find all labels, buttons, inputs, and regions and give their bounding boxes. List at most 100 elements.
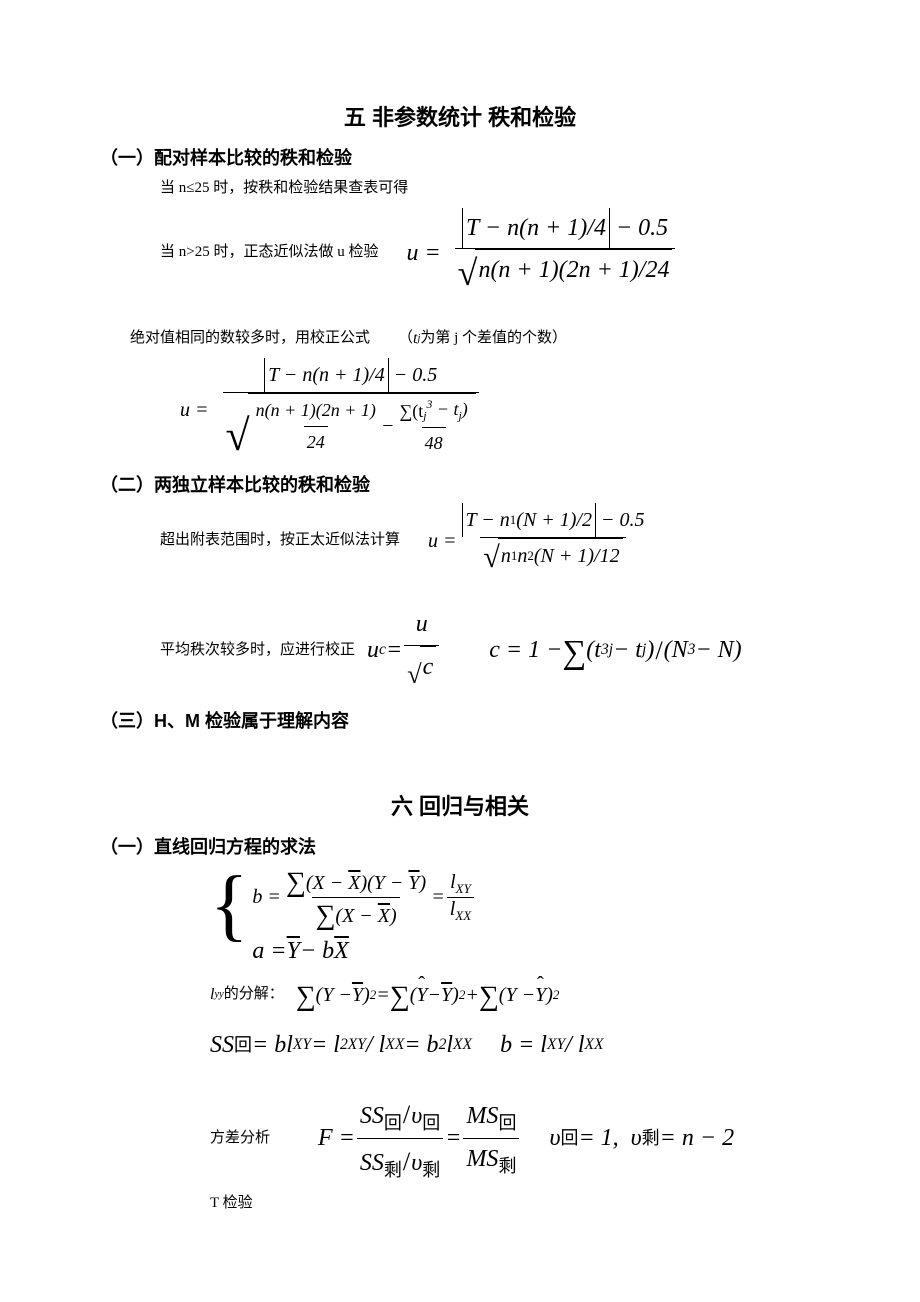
eqb-np1: (X − [306, 872, 348, 894]
nu-val2: = n − 2 [660, 1118, 734, 1159]
note-rest: 为第 j 个差值的个数） [420, 326, 567, 352]
f-d2: MS [466, 1146, 498, 1172]
ss-xx2: XX [453, 1032, 472, 1059]
u2-d2-sub: j [423, 410, 426, 423]
formula-c: c = 1 − ∑(t3j − tj)/(N3 − N) [489, 622, 741, 679]
lyy-b2: Y [441, 978, 452, 1012]
u1-num-tail: − 0.5 [610, 215, 668, 241]
f-d1s: 剩 [384, 1160, 402, 1180]
f-nu1: υ [411, 1103, 422, 1129]
nu-s2: 剩 [642, 1123, 660, 1154]
u2-minus: − [381, 409, 395, 443]
section6-title: 六 回归与相关 [100, 789, 820, 821]
u2-d1d: 24 [304, 426, 328, 458]
nu-val1: = 1, [578, 1118, 618, 1159]
lyy-h1: Y [416, 978, 427, 1012]
f-n1s: 回 [384, 1112, 402, 1132]
fcfx-label: 方差分析 [210, 1126, 270, 1152]
ss-line: SS回 = blXY = l2XY / lXX = b2lXX b = lXY … [100, 1025, 820, 1066]
lyy-p2m: − [428, 978, 442, 1012]
f-sl1: / [403, 1099, 410, 1129]
u1-den: n(n + 1)(2n + 1)/24 [475, 249, 672, 291]
nu-v1: υ [549, 1118, 560, 1159]
f-d2s: 剩 [498, 1156, 516, 1176]
u2-d2-post: ) [462, 399, 468, 419]
f-sl2: / [403, 1146, 410, 1176]
lyy-p2c: ) [452, 978, 459, 1012]
s5-2-l2-prefix: 平均秩次较多时，应进行校正 [160, 638, 355, 664]
uc-eq: = [386, 630, 402, 671]
ss-supb: 2 [439, 1032, 447, 1059]
uc-var: u [367, 630, 379, 671]
formula-u1: u = T − n(n + 1)/4 − 0.5 √n(n + 1)(2n + … [406, 208, 677, 299]
u3-dp: n [501, 539, 511, 573]
ss-e1: = bl [252, 1025, 293, 1066]
c-sum: ∑ [562, 624, 586, 681]
u2-d2-mid: − t [432, 399, 458, 419]
s5-1-line2-prefix: 当 n>25 时，正态近似法做 u 检验 [160, 240, 378, 266]
lyy-p1c: ) [363, 978, 370, 1012]
section5-2-heading: （二）两独立样本比较的秩和检验 [100, 471, 820, 497]
nu-s1: 回 [560, 1123, 578, 1154]
eqb-rns: XY [456, 881, 471, 896]
u3-dm: n [517, 539, 527, 573]
eqb-dp1: (X − [335, 905, 377, 927]
ss-e3: = b [404, 1025, 438, 1066]
u2-d1n: n(n + 1)(2n + 1) [253, 395, 379, 426]
ss-sup2: 2 [340, 1032, 348, 1059]
f-n2s: 回 [498, 1112, 516, 1132]
f-eq: F = SS回/υ回 SS剩/υ剩 = MS回 MS剩 [318, 1092, 521, 1186]
s5-2-l1-prefix: 超出附表范围时，按正太近似法计算 [160, 528, 400, 554]
lyy-p3: (Y − [499, 978, 535, 1012]
formula-uc: uc = u √c [367, 604, 441, 697]
section5-1-heading: （一）配对样本比较的秩和检验 [100, 144, 820, 170]
f-d1: SS [360, 1150, 384, 1176]
u1-num-abs: T − n(n + 1)/4 [466, 208, 606, 249]
formula-u2-line: u = T − n(n + 1)/4 − 0.5 √ n(n + 1)(2n +… [100, 358, 820, 461]
eqb-eq2: = [431, 886, 445, 909]
lyy-s: yy [214, 986, 223, 1004]
eqb-ns: ∑ [286, 867, 306, 898]
ss-sh: 回 [234, 1030, 252, 1061]
s5-1-line2: 当 n>25 时，正态近似法做 u 检验 u = T − n(n + 1)/4 … [100, 208, 820, 299]
c-div: / [655, 628, 662, 673]
c-mid: − t [613, 630, 642, 671]
u3-dpost: (N + 1)/12 [534, 539, 620, 573]
eqb-nb2: Y [408, 872, 419, 894]
b-s1: XY [547, 1032, 565, 1059]
ss-eq: SS回 = blXY = l2XY / lXX = b2lXX [210, 1025, 472, 1066]
lyy-h2: Y [535, 978, 546, 1012]
ss-xy1: XY [293, 1032, 311, 1059]
t-test-label: T 检验 [100, 1191, 820, 1217]
eqa-mid: − b [300, 938, 334, 965]
b-lhs: b = l [500, 1025, 547, 1066]
lyy-p2: ( [410, 978, 417, 1012]
c-lhs: c = 1 − [489, 630, 562, 671]
lyy-s1: ∑ [296, 973, 316, 1021]
c-pp: (t [586, 630, 601, 671]
eqb-np3: ) [420, 872, 427, 894]
u3-na-mid: (N + 1)/2 [516, 503, 592, 537]
eqb-db: X [378, 905, 390, 927]
nu-eq: υ回 = 1, υ剩 = n − 2 [549, 1118, 734, 1159]
f-nu2s: 剩 [422, 1160, 440, 1180]
u3-na-pre: T − n [466, 503, 510, 537]
section5-title: 五 非参数统计 秩和检验 [100, 100, 820, 132]
eqa-b2: X [334, 938, 349, 965]
eqb-ds: ∑ [315, 900, 335, 931]
lyy-p1: (Y − [316, 978, 352, 1012]
eqa-lhs: a = [252, 938, 286, 965]
eqb-dp2: ) [390, 905, 397, 927]
formula-u3: u = T − n1(N + 1)/2 − 0.5 √ n1n2(N + 1)/… [428, 503, 649, 578]
lyy-b1: Y [352, 978, 363, 1012]
ss-ss: SS [210, 1025, 234, 1066]
uc-den: c [420, 646, 437, 688]
formula-u2: u = T − n(n + 1)/4 − 0.5 √ n(n + 1)(2n +… [180, 358, 481, 461]
eqb-rds: XX [455, 908, 471, 923]
lyy-s2: ∑ [390, 973, 410, 1021]
uc-sub: c [379, 637, 386, 664]
c-tsup: 3 [688, 637, 696, 664]
section6-1-heading: （一）直线回归方程的求法 [100, 833, 820, 859]
lyy-sup3: 2 [553, 984, 560, 1006]
f-nu2: υ [411, 1150, 422, 1176]
